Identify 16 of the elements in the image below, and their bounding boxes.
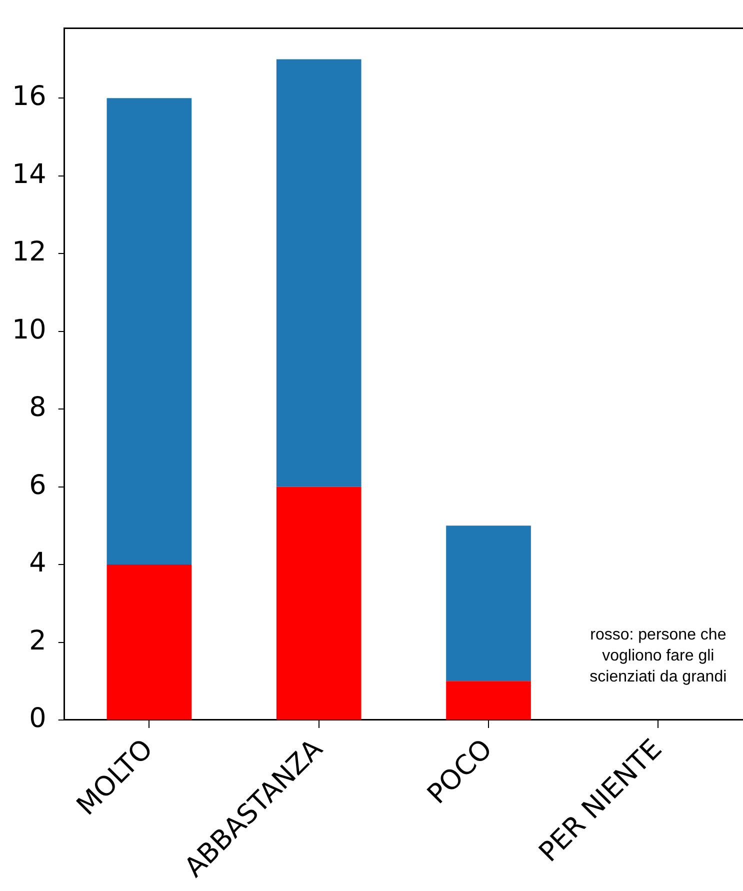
bar (106, 564, 192, 720)
y-tick-label: 8 (29, 392, 46, 424)
y-tick-label: 2 (29, 625, 46, 656)
bar (276, 59, 362, 487)
y-tick-label: 0 (29, 703, 46, 734)
y-tick-label: 10 (12, 314, 46, 346)
annotation: rosso: persone che vogliono fare gli scienziati da grandi (590, 626, 727, 686)
bar (446, 526, 531, 682)
y-tick-label: 12 (12, 236, 46, 268)
y-tick-label: 4 (29, 548, 46, 579)
bar (106, 98, 192, 565)
y-tick-label: 14 (12, 158, 46, 190)
y-tick-label: 16 (12, 81, 46, 112)
bar (276, 486, 362, 720)
bar (446, 681, 531, 720)
y-tick-label: 6 (29, 470, 46, 501)
